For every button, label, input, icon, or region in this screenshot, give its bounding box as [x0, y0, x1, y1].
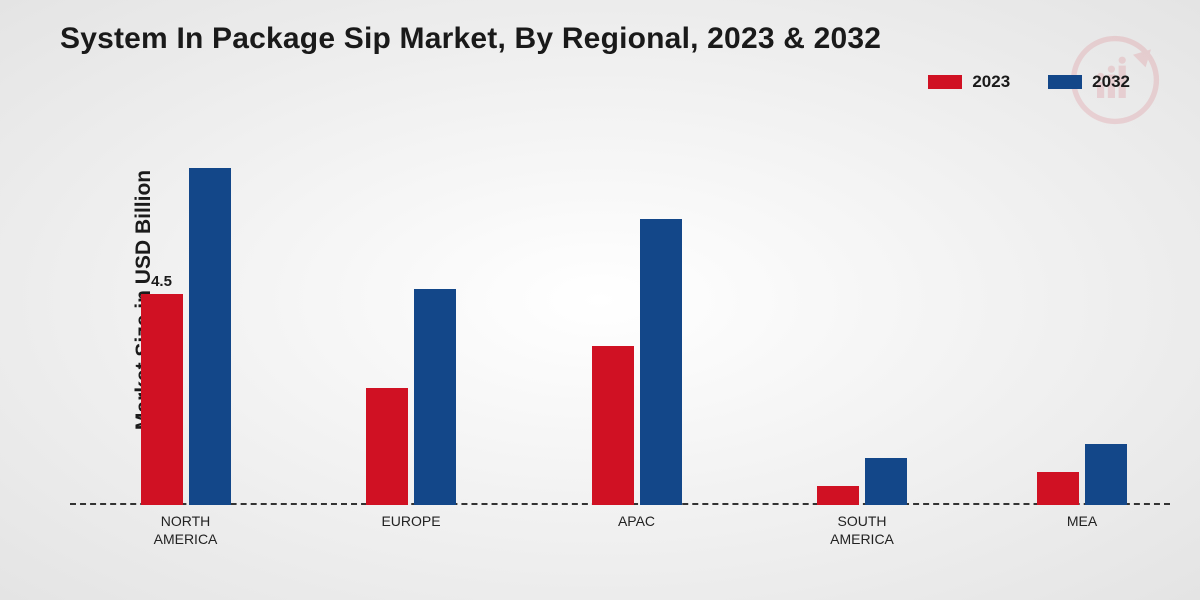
bar-mea-y2032 — [1085, 444, 1127, 505]
x-label-eu: EUROPE — [381, 513, 440, 531]
bar-group-eu: EUROPE — [366, 289, 456, 505]
bar-group-mea: MEA — [1037, 444, 1127, 505]
bar-apac-y2032 — [640, 219, 682, 505]
legend-label-2023: 2023 — [972, 72, 1010, 92]
bar-eu-y2023 — [366, 388, 408, 505]
plot-area: NORTH AMERICA4.5 EUROPE APAC SOUTH AMERICA M… — [70, 130, 1170, 505]
legend: 2023 2032 — [928, 72, 1130, 92]
chart-title: System In Package Sip Market, By Regiona… — [60, 22, 881, 56]
legend-swatch-2023 — [928, 75, 962, 89]
legend-swatch-2032 — [1048, 75, 1082, 89]
legend-label-2032: 2032 — [1092, 72, 1130, 92]
value-label-na-2023: 4.5 — [151, 273, 172, 294]
bar-mea-y2023 — [1037, 472, 1079, 505]
bar-sa-y2023 — [817, 486, 859, 505]
x-label-apac: APAC — [618, 513, 655, 531]
legend-item-2032: 2032 — [1048, 72, 1130, 92]
bar-eu-y2032 — [414, 289, 456, 505]
x-label-sa: SOUTH AMERICA — [830, 513, 894, 548]
bar-group-apac: APAC — [592, 219, 682, 505]
bar-group-sa: SOUTH AMERICA — [817, 458, 907, 505]
x-label-na: NORTH AMERICA — [154, 513, 218, 548]
legend-item-2023: 2023 — [928, 72, 1010, 92]
bar-na-y2032 — [189, 168, 231, 506]
x-label-mea: MEA — [1067, 513, 1097, 531]
bar-group-na: NORTH AMERICA4.5 — [141, 168, 231, 506]
bar-sa-y2032 — [865, 458, 907, 505]
bar-na-y2023 — [141, 294, 183, 505]
bar-apac-y2023 — [592, 346, 634, 505]
